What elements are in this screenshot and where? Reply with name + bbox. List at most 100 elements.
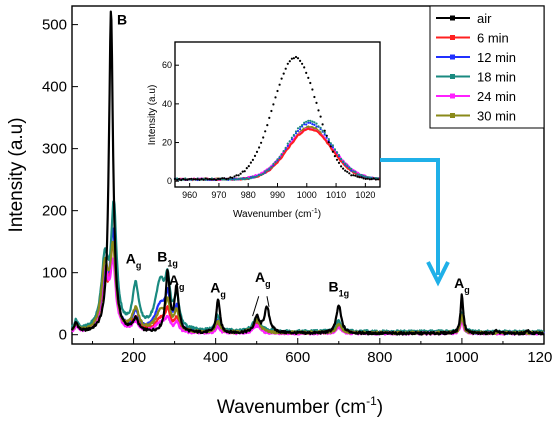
inset-point-0 [274, 96, 277, 99]
inset-point-0 [323, 129, 326, 132]
y-axis-title: Intensity (a.u) [6, 117, 27, 232]
inset-point-0 [321, 123, 324, 126]
x-axis-title-sup: -1 [366, 394, 377, 408]
inset-point-0 [301, 62, 304, 65]
inset-point-0 [176, 178, 179, 181]
inset-point-0 [315, 101, 318, 104]
inset-point-0 [331, 150, 334, 153]
inset-point-0 [264, 130, 267, 133]
inset-x-tick-label-4: 1000 [297, 190, 317, 200]
inset-point-3 [249, 177, 252, 180]
inset-point-3 [319, 126, 322, 129]
inset-point-3 [342, 160, 345, 163]
inset-point-3 [239, 177, 242, 180]
inset-point-0 [217, 177, 220, 180]
inset-point-0 [237, 174, 240, 177]
inset-point-2 [299, 128, 302, 131]
inset-point-3 [346, 164, 349, 167]
inset-point-3 [294, 130, 298, 133]
inset-point-0 [221, 177, 224, 180]
y-tick-label-1: 100 [42, 265, 67, 282]
inset-point-0 [327, 141, 330, 144]
inset-point-2 [290, 138, 293, 141]
inset-point-3 [317, 125, 320, 128]
inset-point-3 [288, 140, 291, 143]
inset-point-0 [227, 177, 230, 180]
inset-point-0 [352, 174, 355, 177]
inset-point-3 [245, 177, 248, 180]
legend-label-4: 24 min [477, 89, 516, 104]
inset-point-0 [260, 141, 263, 144]
inset-point-3 [292, 133, 295, 137]
inset-point-3 [360, 173, 363, 177]
legend-marker-2 [450, 54, 455, 60]
inset-point-0 [372, 177, 375, 180]
inset-point-0 [337, 161, 341, 164]
inset-point-3 [333, 148, 336, 151]
x-tick-label-2: 600 [285, 349, 310, 366]
inset-point-0 [309, 81, 312, 85]
inset-point-0 [296, 57, 300, 60]
inset-point-3 [264, 170, 267, 173]
inset-point-2 [323, 133, 326, 136]
inset-point-0 [239, 172, 242, 175]
peak-label-1: Ag [126, 250, 142, 270]
inset-point-3 [313, 121, 316, 124]
inset-point-2 [309, 121, 312, 124]
inset-point-0 [303, 66, 306, 69]
inset-point-0 [370, 178, 373, 181]
inset-point-3 [233, 178, 236, 181]
x-axis-title-end: ) [377, 397, 383, 418]
inset-axis-ticks: 960 970 980 990 1000 1010 1020 0 20 40 60 [162, 60, 375, 200]
inset-point-0 [276, 89, 279, 93]
inset-point-3 [321, 129, 324, 132]
inset-point-0 [258, 146, 261, 149]
inset-point-0 [272, 103, 275, 106]
inset-y-tick-label-1: 20 [162, 138, 172, 148]
y-tick-label-5: 500 [42, 17, 67, 34]
inset-point-0 [241, 170, 244, 173]
inset-x-tick-label-0: 960 [182, 190, 197, 200]
inset-point-3 [280, 153, 283, 156]
legend-box [429, 5, 545, 129]
inset-point-0 [262, 136, 265, 139]
x-tick-label-4: 1000 [445, 349, 478, 366]
inset-point-0 [348, 172, 351, 175]
inset-point-3 [243, 178, 246, 181]
inset-point-0 [202, 178, 205, 181]
inset-point-0 [196, 178, 199, 181]
inset-point-0 [180, 178, 183, 182]
inset-point-0 [305, 71, 308, 74]
inset-point-0 [251, 158, 254, 161]
main-axis-ticks: 200400600800100012000100200300400500 [42, 17, 552, 366]
inset-x-axis-title: Wavenumber (cm-1) [233, 208, 321, 220]
zoom-arrowhead [426, 261, 450, 287]
zoom-arrow [380, 158, 440, 275]
legend-label-5: 30 min [477, 109, 516, 124]
inset-point-0 [223, 177, 226, 180]
legend-label-3: 18 min [477, 70, 516, 85]
inset-point-0 [247, 165, 250, 168]
inset-point-3 [272, 162, 275, 166]
inset-point-0 [206, 178, 209, 181]
inset-point-0 [184, 178, 187, 181]
x-axis-title: Wavenumber (cm-1) [217, 394, 383, 418]
inset-point-0 [182, 177, 185, 181]
x-tick-label-1: 400 [203, 349, 228, 366]
series-line-5 [71, 240, 545, 336]
inset-point-2 [313, 123, 316, 126]
y-tick-label-3: 300 [42, 141, 67, 158]
inset-chart: 960 970 980 990 1000 1010 1020 0 20 40 60 Intensit… [147, 41, 381, 220]
inset-point-2 [307, 121, 310, 124]
inset-point-0 [278, 83, 281, 86]
inset-point-0 [266, 124, 269, 127]
inset-point-3 [356, 173, 359, 176]
inset-point-3 [311, 120, 314, 123]
inset-point-2 [315, 125, 318, 128]
inset-point-3 [276, 158, 279, 161]
inset-point-3 [315, 122, 318, 125]
inset-point-3 [335, 151, 339, 154]
peak-label-5: Ag [255, 269, 271, 289]
inset-point-0 [358, 176, 361, 179]
